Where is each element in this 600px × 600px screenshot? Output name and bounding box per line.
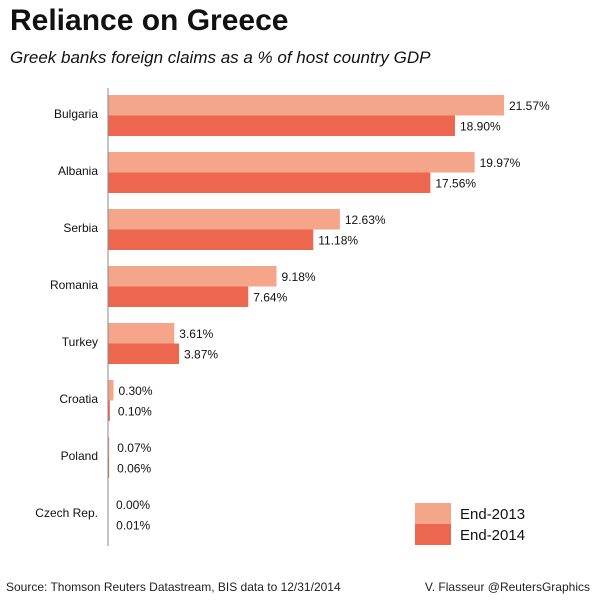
data-label: 0.07%: [117, 441, 151, 455]
chart-subtitle: Greek banks foreign claims as a % of hos…: [10, 48, 431, 67]
bar-end-2013: [108, 209, 340, 230]
bar-end-2014: [108, 115, 455, 136]
data-label: 3.61%: [179, 327, 213, 341]
data-label: 21.57%: [509, 99, 550, 113]
bar-end-2013: [108, 152, 475, 173]
category-label: Croatia: [59, 392, 98, 406]
bar-end-2014: [108, 229, 314, 250]
data-label: 0.01%: [116, 519, 150, 533]
bar-end-2013: [108, 437, 110, 458]
category-label: Bulgaria: [54, 107, 98, 121]
data-label: 9.18%: [282, 270, 316, 284]
bar-end-2013: [108, 95, 504, 116]
data-label: 11.18%: [318, 234, 358, 248]
data-label: 18.90%: [460, 120, 501, 134]
data-label: 0.10%: [118, 405, 152, 419]
bar-end-2013: [108, 380, 114, 401]
data-label: 3.87%: [184, 348, 218, 362]
category-label: Poland: [61, 449, 98, 463]
category-label: Turkey: [62, 335, 98, 349]
data-label: 12.63%: [345, 213, 386, 227]
bar-end-2014: [108, 172, 431, 193]
bar-end-2013: [108, 266, 277, 287]
data-label: 0.06%: [117, 462, 151, 476]
bar-end-2014: [108, 457, 110, 478]
category-label: Albania: [58, 164, 98, 178]
bar-end-2014: [108, 400, 110, 421]
legend-label: End-2014: [460, 527, 525, 544]
bar-end-2014: [108, 343, 180, 364]
data-label: 0.30%: [119, 384, 153, 398]
credit-note: V. Flasseur @ReutersGraphics: [424, 580, 590, 594]
category-label: Romania: [50, 278, 98, 292]
chart-title: Reliance on Greece: [10, 4, 289, 37]
bar-end-2013: [108, 323, 175, 344]
data-label: 0.00%: [116, 498, 150, 512]
data-label: 7.64%: [253, 291, 287, 305]
source-note: Source: Thomson Reuters Datastream, BIS …: [6, 580, 341, 594]
legend-swatch-end-2014: [415, 524, 451, 545]
data-label: 19.97%: [480, 156, 521, 170]
bar-end-2014: [108, 286, 249, 307]
legend-label: End-2013: [460, 506, 525, 523]
legend-swatch-end-2013: [415, 503, 451, 524]
data-label: 17.56%: [435, 177, 476, 191]
category-label: Czech Rep.: [35, 506, 98, 520]
category-label: Serbia: [63, 221, 98, 235]
